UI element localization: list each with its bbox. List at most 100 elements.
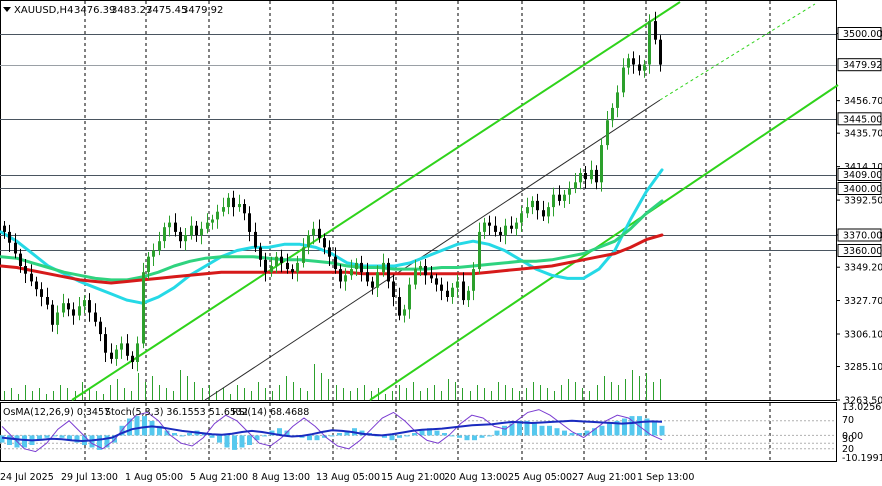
candle-body <box>211 219 214 223</box>
candle-body <box>163 227 166 242</box>
candles <box>3 11 662 372</box>
osma-histogram-bar <box>179 435 185 437</box>
level-price-tag <box>837 228 882 242</box>
price-axis: 3263.50 3285.10 3306.10 3327.70 3349.20 3370.… <box>836 27 882 464</box>
candle-body <box>531 200 534 208</box>
level-price-tag <box>837 182 882 195</box>
osma-histogram-bar <box>614 420 620 436</box>
candle-body <box>238 204 241 208</box>
candle-body <box>3 225 6 232</box>
candle-body <box>467 290 470 301</box>
candle-body <box>440 284 443 291</box>
candle-body <box>366 272 369 282</box>
candle-body <box>200 228 203 235</box>
candle-body <box>152 250 155 257</box>
candle-body <box>8 231 11 243</box>
candle-body <box>510 225 513 229</box>
osma-histogram-bar <box>247 435 252 445</box>
candle-body <box>174 222 177 232</box>
candle-body <box>254 231 257 248</box>
candle-body <box>232 197 235 208</box>
candle-body <box>632 58 635 65</box>
candle-body <box>350 269 353 276</box>
osc-tick-label: 70 <box>842 415 854 426</box>
price-tick-label: 3392.50 <box>844 196 882 207</box>
osma-histogram-bar <box>509 423 515 436</box>
candle-body <box>622 67 625 93</box>
candle-body <box>78 306 81 316</box>
vertical-grid <box>84 1 771 461</box>
time-tick-label: 1 Aug 05:00 <box>125 472 183 483</box>
osma-histogram-bar <box>157 425 162 436</box>
candle-body <box>19 253 22 266</box>
candle-body <box>206 222 209 229</box>
osma-histogram-bar <box>419 430 425 436</box>
osma-histogram-bar <box>464 435 470 441</box>
candle-body <box>307 235 310 248</box>
candle-body <box>494 225 497 232</box>
candle-body <box>590 169 593 180</box>
ma-series-line <box>0 199 664 282</box>
osma-histogram-bar <box>37 435 42 441</box>
price-tick-label: 3263.50 <box>844 396 882 407</box>
candle-body <box>46 297 49 305</box>
candle-body <box>355 262 358 270</box>
time-tick-label: 29 Jul 13:00 <box>61 472 118 483</box>
candle-body <box>328 247 331 257</box>
candle-body <box>168 222 171 228</box>
ma-series-line <box>0 168 664 305</box>
symbol-menu-icon[interactable] <box>3 7 11 12</box>
time-tick-label: 8 Aug 13:00 <box>252 472 310 483</box>
candle-body <box>334 256 337 270</box>
level-price-label: 3370.00 <box>843 231 882 242</box>
osma-histogram-bar <box>172 433 177 436</box>
osma-histogram-bar <box>479 435 485 438</box>
candle-body <box>478 231 481 270</box>
moving-averages <box>0 168 664 305</box>
candle-body <box>179 231 182 242</box>
oscillators <box>0 409 836 453</box>
osc-tick-label: 20 <box>842 444 854 455</box>
candle-body <box>526 207 529 214</box>
osma-histogram-bar <box>127 418 132 436</box>
candle-body <box>446 290 449 297</box>
candle-body <box>616 92 619 108</box>
low-value: 3475.45 <box>146 5 187 16</box>
candle-body <box>408 284 411 310</box>
osma-histogram-bar <box>547 425 552 436</box>
osma-histogram-bar <box>22 435 27 448</box>
price-tick-label: 3456.70 <box>844 96 882 107</box>
candle-body <box>403 309 406 316</box>
candle-body <box>654 21 657 40</box>
candle-body <box>56 312 59 325</box>
osma-histogram-bar <box>277 428 282 436</box>
candle-body <box>638 64 641 71</box>
level-price-tag <box>837 27 882 40</box>
osma-histogram-bar <box>487 435 492 437</box>
candle-body <box>568 188 571 195</box>
candle-body <box>520 213 523 223</box>
osma-histogram-bar <box>382 435 387 438</box>
candle-body <box>579 173 582 183</box>
candle-body <box>456 281 459 288</box>
candle-body <box>291 269 294 273</box>
osc-tick-label: -10.1991 <box>842 453 882 464</box>
current-price-tag <box>837 58 882 72</box>
osma-histogram-bar <box>97 435 102 450</box>
time-tick-label: 27 Aug 21:00 <box>572 472 636 483</box>
osma-histogram-bar <box>472 435 477 441</box>
candle-body <box>158 241 161 251</box>
candle-body <box>94 312 97 322</box>
candle-body <box>392 281 395 297</box>
osma-histogram-bar <box>584 430 590 436</box>
candle-body <box>398 297 401 316</box>
osma-histogram-bar <box>622 418 627 436</box>
stoch-line <box>1 409 663 453</box>
candle-body <box>318 228 321 239</box>
osma-histogram-bar <box>517 420 522 436</box>
oscillator-header: OsMA(12,26,9) 0.3457 Stoch(5,3,3) 36.155… <box>3 407 309 418</box>
osma-histogram-bar <box>59 435 65 438</box>
osma-histogram-bar <box>149 420 155 436</box>
candle-body <box>504 225 507 235</box>
